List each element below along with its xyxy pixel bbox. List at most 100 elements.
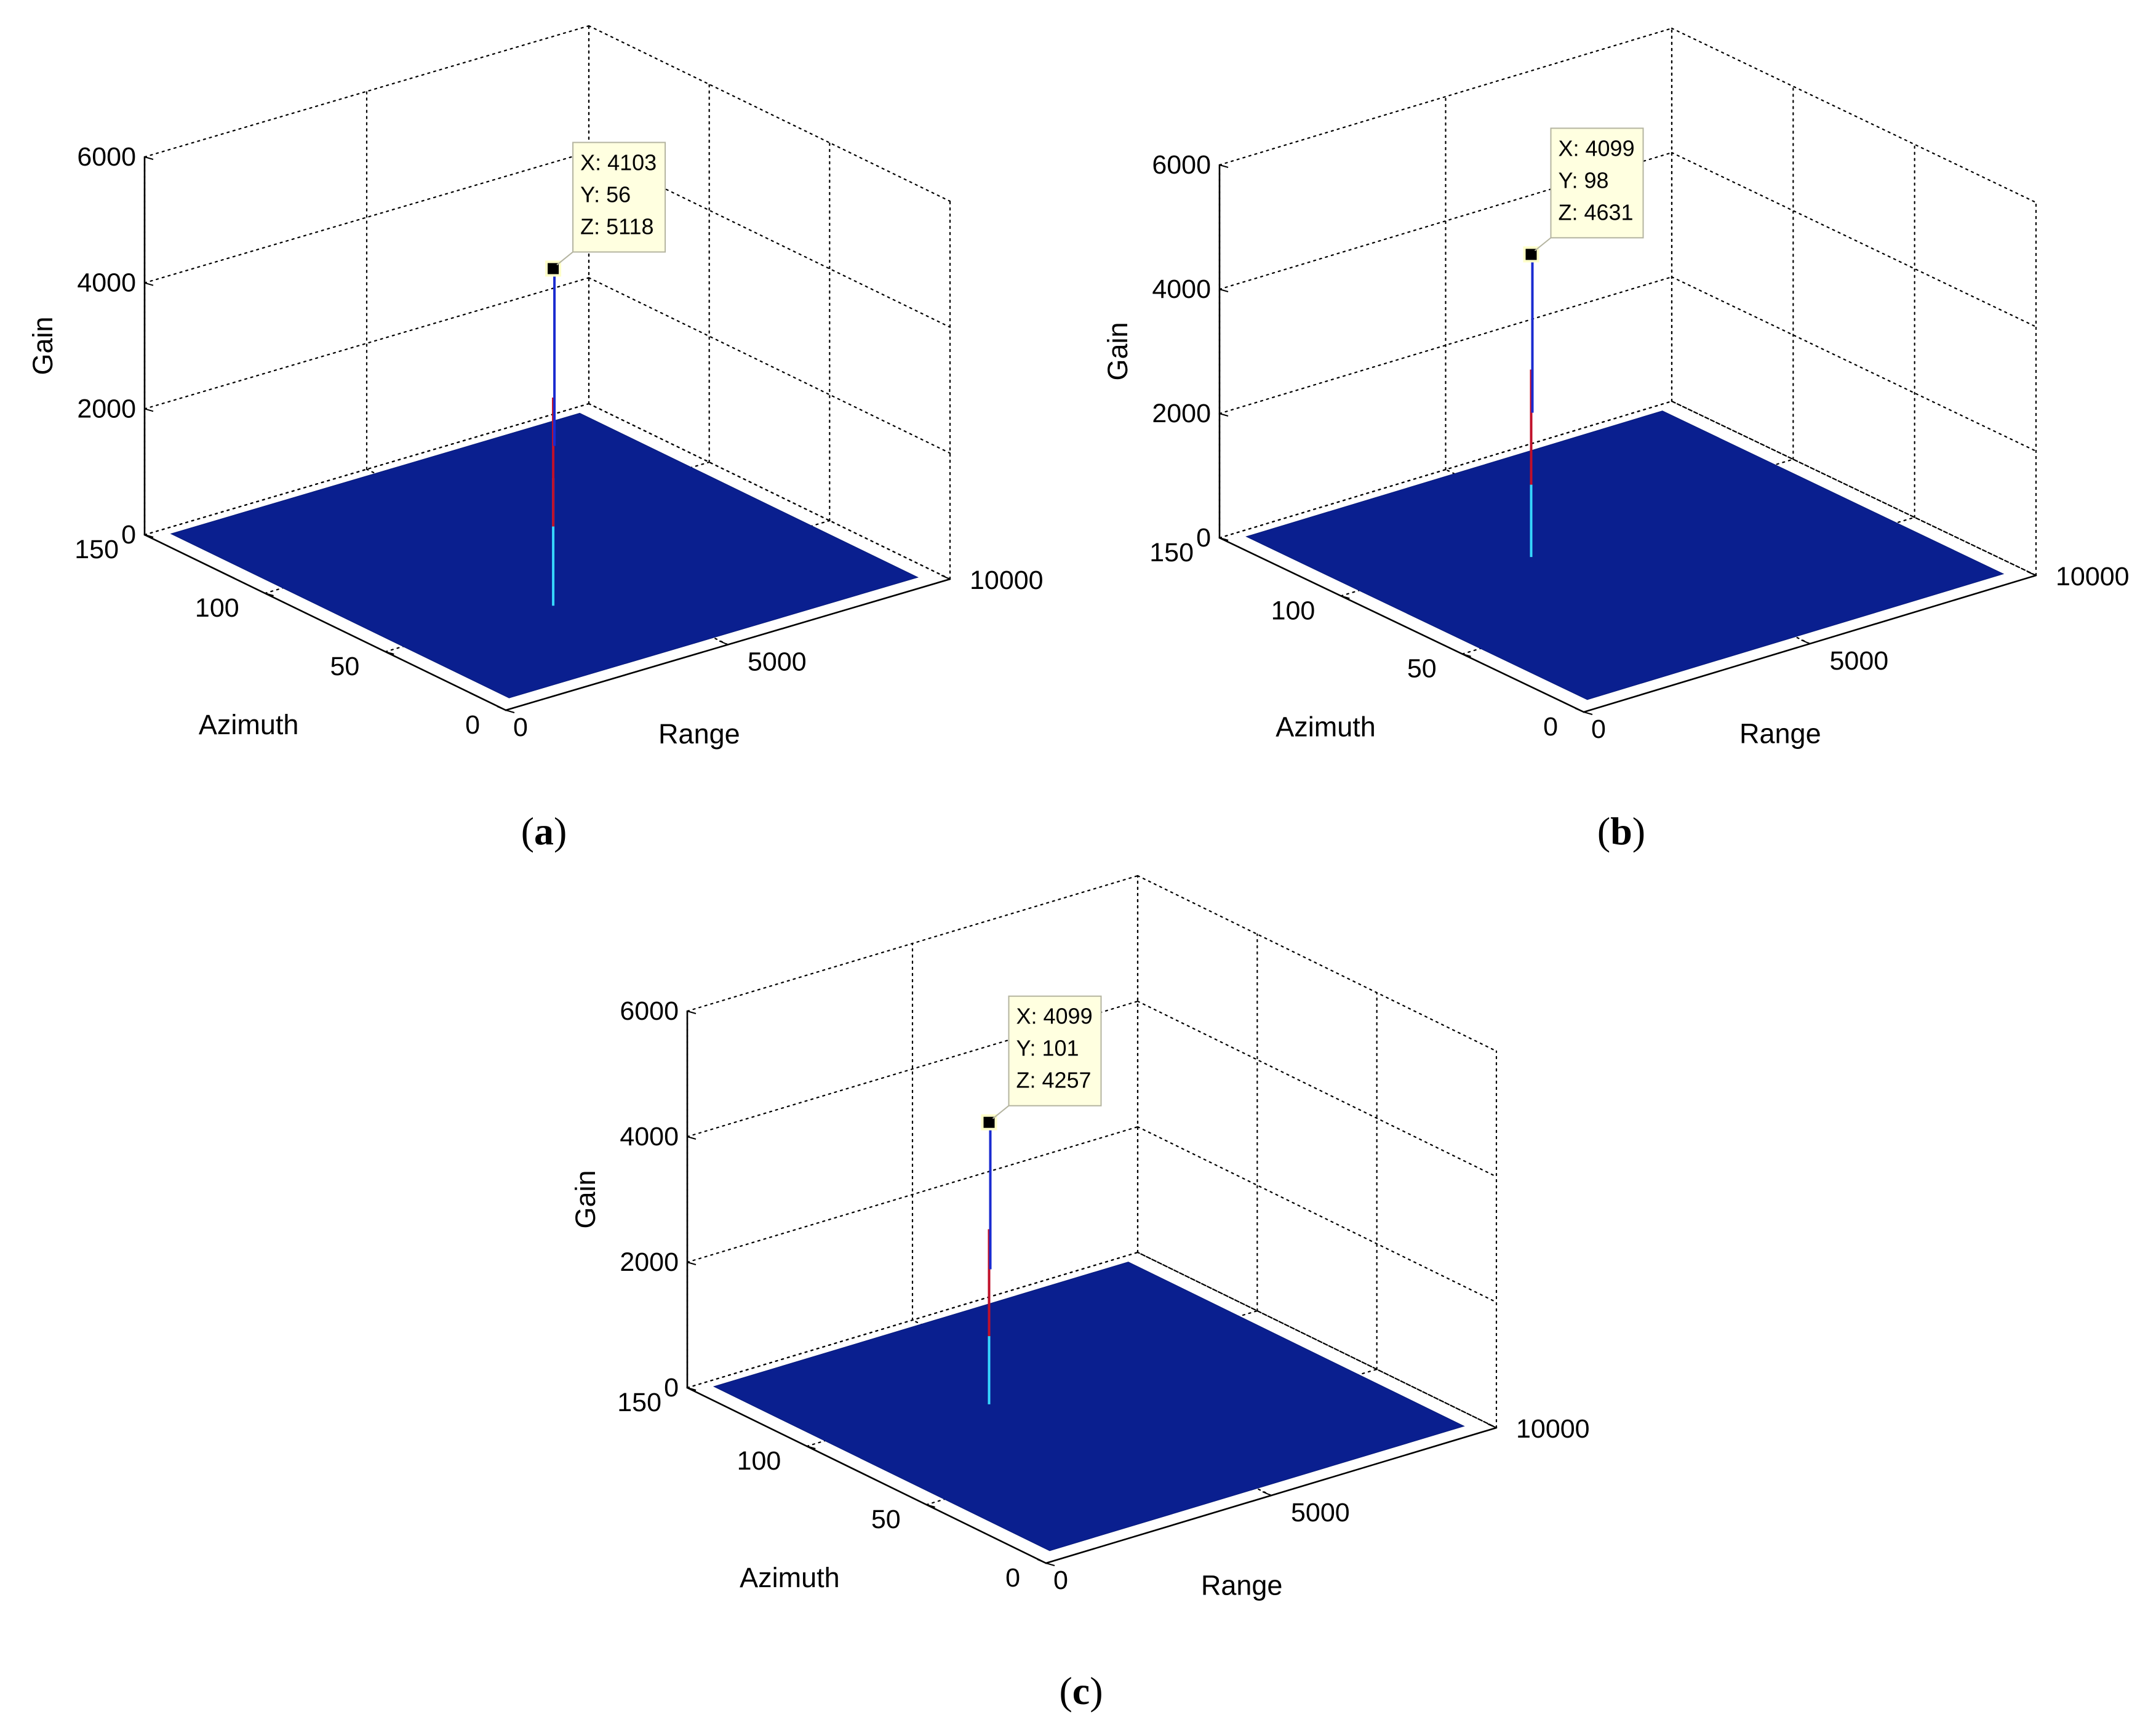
y-axis-label: Azimuth bbox=[199, 709, 299, 740]
z-tick-label-3: 6000 bbox=[620, 996, 679, 1026]
datatip-line-1: Y: 56 bbox=[580, 182, 631, 207]
y-tick-3 bbox=[1219, 537, 1229, 541]
z-tick-3 bbox=[1219, 164, 1229, 168]
z-tick-2 bbox=[1219, 289, 1229, 292]
y-tick-label-2: 100 bbox=[195, 593, 239, 623]
datatip-marker bbox=[1523, 246, 1539, 263]
y-tick-0 bbox=[1583, 711, 1593, 715]
gridline-z-right-0 bbox=[1136, 1251, 1498, 1429]
datatip-box bbox=[1550, 127, 1644, 239]
gridline-x-floor-2 bbox=[588, 402, 951, 580]
x-tick-label-0: 0 bbox=[1053, 1566, 1068, 1595]
y-axis-label: Azimuth bbox=[1276, 711, 1376, 742]
gridline-z-right-3 bbox=[1136, 875, 1498, 1052]
gridline-z-right-0 bbox=[588, 402, 951, 580]
x-tick-2 bbox=[2027, 571, 2037, 576]
x-tick-0 bbox=[1037, 1559, 1047, 1564]
y-tick-2 bbox=[807, 1446, 816, 1449]
datatip-line-1: Y: 98 bbox=[1559, 167, 1609, 193]
datatip-pointer bbox=[1534, 237, 1552, 252]
y-tick-0 bbox=[1045, 1563, 1055, 1566]
panel-c: X: 4099 Y: 101 Z: 4257 0 2000 4000 6000 Gain 0 50… bbox=[570, 875, 1590, 1601]
x-tick-label-0: 0 bbox=[513, 713, 528, 742]
gridline-z-right-3 bbox=[1671, 27, 2037, 204]
y-tick-2 bbox=[265, 593, 274, 596]
y-tick-1 bbox=[926, 1504, 935, 1508]
y-tick-label-0: 0 bbox=[1543, 712, 1558, 742]
y-tick-label-0: 0 bbox=[465, 710, 480, 740]
x-tick-0 bbox=[497, 706, 506, 711]
z-tick-label-3: 6000 bbox=[77, 142, 136, 172]
z-tick-label-0: 0 bbox=[1196, 523, 1211, 553]
gridline-x-floor-2 bbox=[1136, 1251, 1498, 1429]
gridline-z-back-3 bbox=[1218, 27, 1673, 166]
datatip-line-2: Z: 5118 bbox=[580, 214, 653, 239]
gridline-z-right-2 bbox=[588, 151, 951, 328]
datatip-pointer bbox=[556, 251, 573, 266]
z-tick-1 bbox=[1219, 413, 1229, 417]
y-tick-label-2: 100 bbox=[737, 1446, 781, 1476]
x-tick-2 bbox=[941, 575, 951, 580]
z-tick-label-1: 2000 bbox=[77, 394, 136, 423]
y-tick-label-3: 150 bbox=[1149, 538, 1194, 567]
z-tick-3 bbox=[144, 156, 154, 160]
y-axis-label: Azimuth bbox=[740, 1562, 840, 1593]
datatip-line-2: Z: 4257 bbox=[1016, 1068, 1091, 1093]
z-axis-label: Gain bbox=[27, 316, 58, 375]
z-tick-label-2: 4000 bbox=[77, 268, 136, 298]
x-tick-1 bbox=[1801, 639, 1810, 644]
x-tick-1 bbox=[719, 640, 729, 646]
x-axis-label: Range bbox=[658, 718, 740, 750]
z-tick-2 bbox=[687, 1136, 697, 1140]
x-tick-1 bbox=[1262, 1491, 1272, 1496]
z-tick-1 bbox=[687, 1262, 697, 1265]
y-axis-line bbox=[686, 1387, 1047, 1564]
x-tick-2 bbox=[1487, 1423, 1497, 1428]
caption-c: (c) bbox=[1059, 1669, 1103, 1713]
caption-a: (a) bbox=[521, 809, 567, 853]
y-tick-label-1: 50 bbox=[330, 652, 359, 681]
x-tick-label-1: 5000 bbox=[1291, 1498, 1350, 1527]
y-tick-label-1: 50 bbox=[871, 1505, 901, 1534]
y-tick-1 bbox=[385, 651, 394, 655]
datatip-box bbox=[572, 142, 666, 253]
caption-b: (b) bbox=[1597, 809, 1645, 853]
datatip-line-0: X: 4103 bbox=[580, 150, 657, 175]
gridline-z-back-2 bbox=[686, 1000, 1139, 1138]
y-tick-label-0: 0 bbox=[1005, 1563, 1020, 1593]
z-tick-label-3: 6000 bbox=[1152, 150, 1211, 180]
datatip-marker bbox=[545, 260, 562, 277]
z-tick-label-0: 0 bbox=[664, 1373, 679, 1403]
surface bbox=[170, 412, 919, 698]
gridline-z-right-2 bbox=[1136, 1000, 1498, 1178]
y-axis-line bbox=[1218, 537, 1585, 713]
gridline-z-right-1 bbox=[588, 277, 951, 454]
surface bbox=[713, 1262, 1465, 1551]
x-tick-label-1: 5000 bbox=[748, 647, 807, 677]
x-tick-label-2: 10000 bbox=[2056, 562, 2130, 591]
x-tick-label-1: 5000 bbox=[1830, 646, 1889, 676]
y-tick-2 bbox=[1341, 595, 1350, 599]
datatip-line-0: X: 4099 bbox=[1016, 1004, 1092, 1029]
x-tick-label-2: 10000 bbox=[970, 566, 1044, 595]
gridline-z-right-1 bbox=[1136, 1126, 1498, 1303]
z-tick-label-2: 4000 bbox=[620, 1122, 679, 1151]
gridline-y-floor-3 bbox=[686, 1251, 1139, 1389]
y-tick-label-3: 150 bbox=[74, 535, 119, 564]
y-tick-label-1: 50 bbox=[1407, 654, 1437, 684]
datatip-box bbox=[1008, 995, 1102, 1107]
y-tick-1 bbox=[1462, 653, 1471, 657]
datatip-pointer bbox=[992, 1105, 1010, 1119]
y-tick-label-2: 100 bbox=[1271, 596, 1316, 625]
z-tick-1 bbox=[144, 408, 154, 412]
panel-b: X: 4099 Y: 98 Z: 4631 0 2000 4000 6000 Gain 0 50 1… bbox=[1102, 27, 2130, 750]
x-tick-label-2: 10000 bbox=[1516, 1414, 1590, 1444]
x-tick-label-0: 0 bbox=[1591, 714, 1606, 744]
gridline-y-floor-3 bbox=[1218, 400, 1673, 539]
x-tick-0 bbox=[1575, 708, 1584, 713]
z-tick-label-1: 2000 bbox=[1152, 399, 1211, 428]
z-tick-label-0: 0 bbox=[121, 520, 136, 550]
x-axis-label: Range bbox=[1739, 718, 1821, 750]
y-axis-line bbox=[143, 534, 507, 711]
